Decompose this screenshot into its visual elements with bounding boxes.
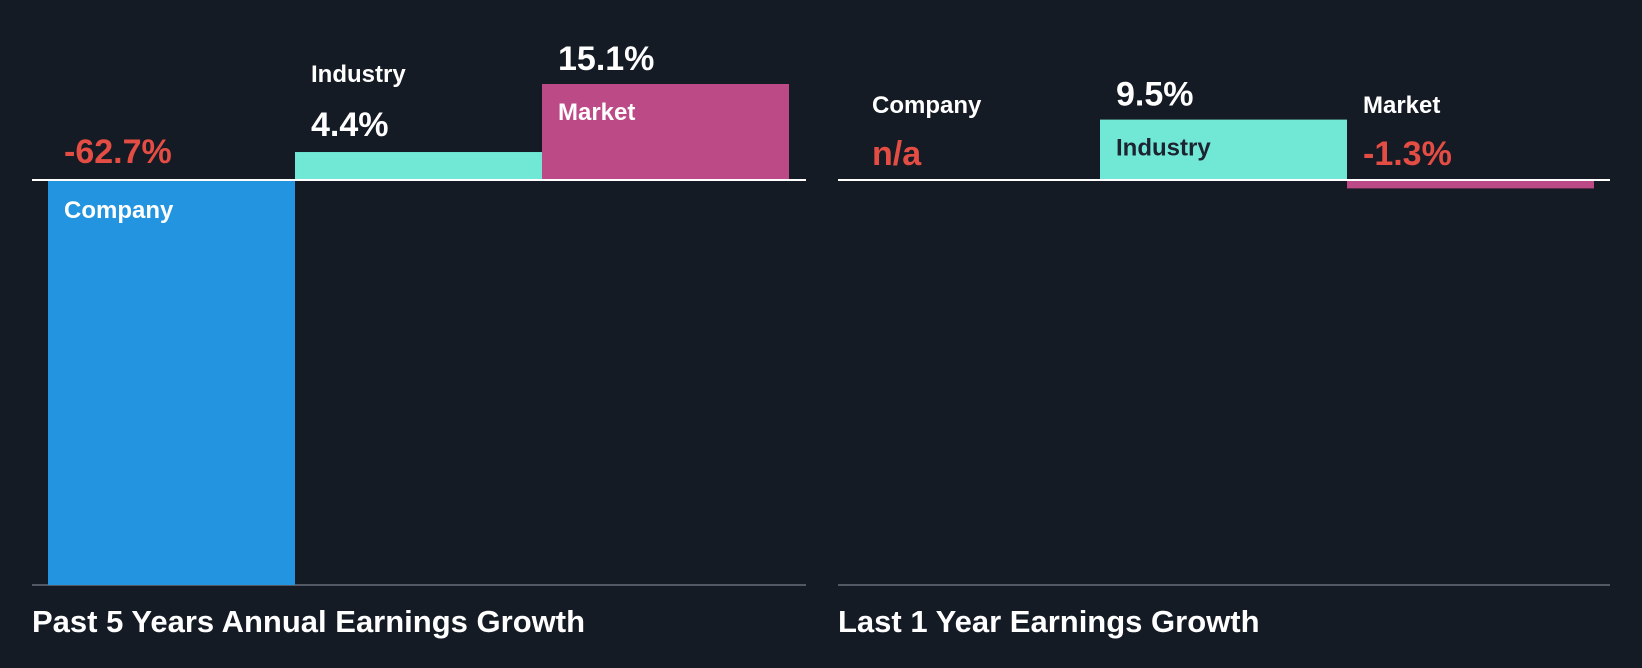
chart1-category-label-industry: Industry	[311, 61, 406, 88]
chart2-bar-market	[1347, 180, 1594, 189]
chart2-value-label-market: -1.3%	[1363, 135, 1452, 173]
chart1-bar-industry	[295, 152, 542, 180]
chart2-category-label-industry: Industry	[1116, 135, 1211, 162]
chart1-bar-company	[48, 180, 295, 585]
chart1-value-label-market: 15.1%	[558, 40, 654, 78]
chart1-category-label-market: Market	[558, 99, 635, 126]
chart2-bar-industry	[1100, 119, 1347, 180]
chart2-value-label-company: n/a	[872, 135, 922, 173]
chart2-category-label-market: Market	[1363, 92, 1440, 119]
chart1-category-label-company: Company	[64, 197, 174, 224]
chart2-value-label-industry: 9.5%	[1116, 76, 1194, 114]
chart1-value-label-company: -62.7%	[64, 133, 172, 171]
chart2-category-label-company: Company	[872, 92, 982, 119]
chart1-value-label-industry: 4.4%	[311, 106, 389, 144]
chart-title-last-1-year: Last 1 Year Earnings Growth	[838, 604, 1260, 639]
chart1-bar-market	[542, 84, 789, 180]
chart-title-past-5-years: Past 5 Years Annual Earnings Growth	[32, 604, 586, 639]
